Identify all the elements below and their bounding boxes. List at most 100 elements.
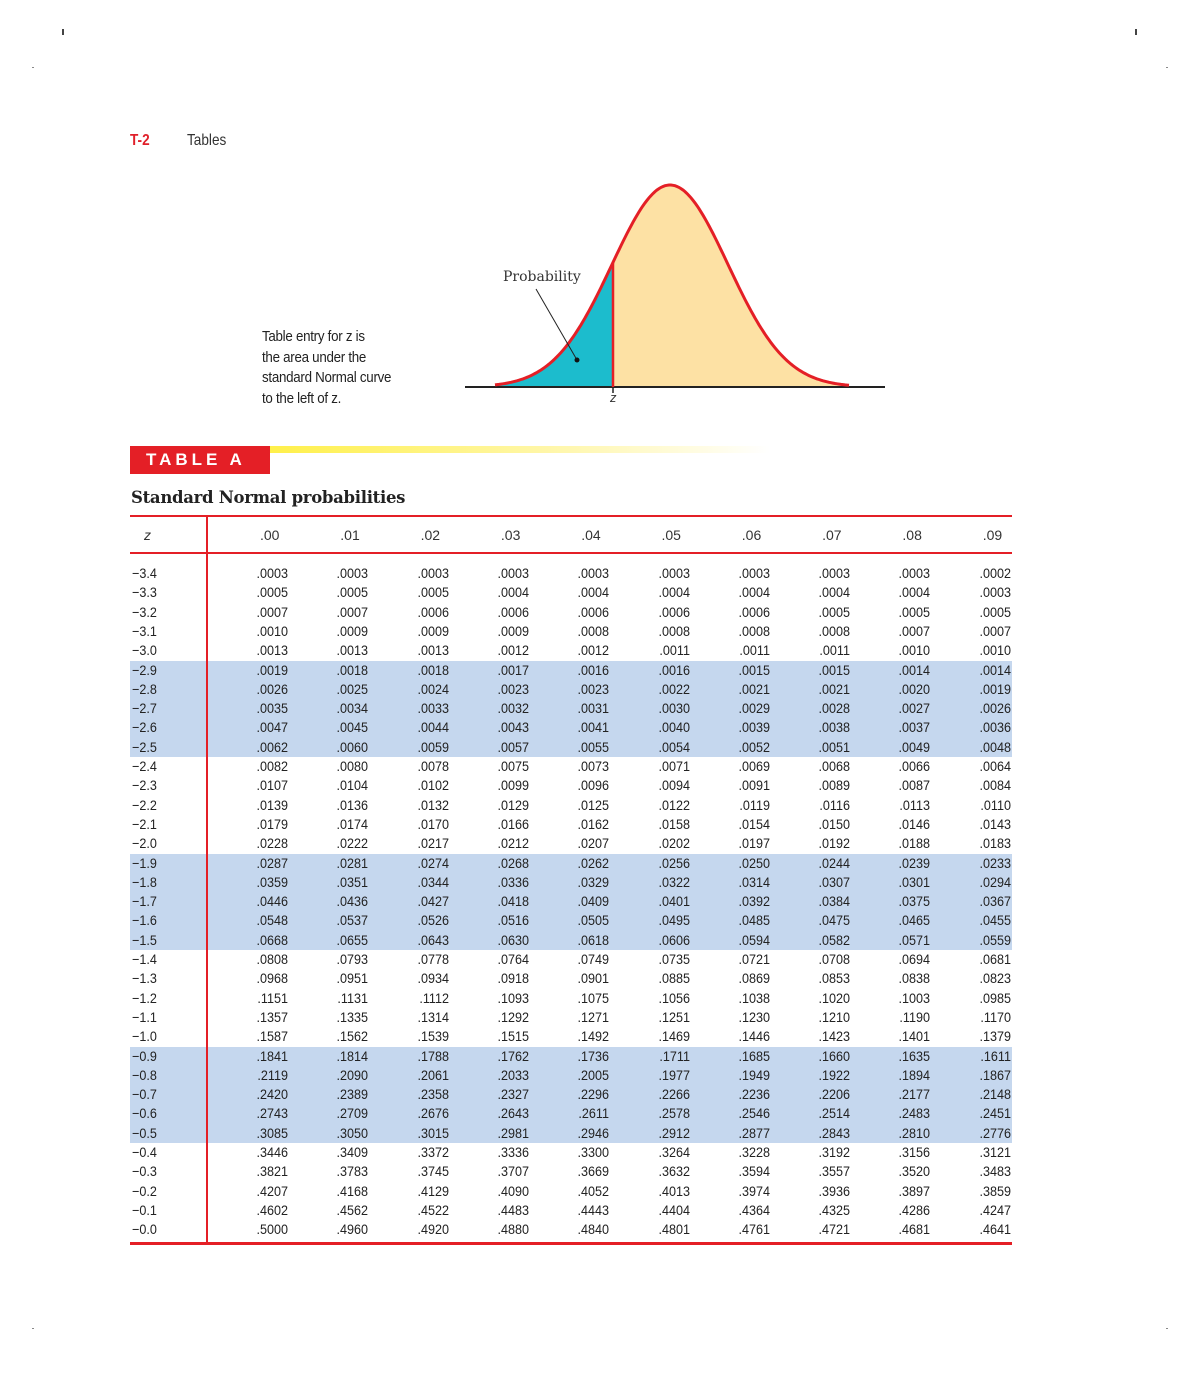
normal-curve-figure [465, 183, 885, 393]
probability-cell: .0052 [738, 738, 770, 755]
probability-cell: .2005 [577, 1066, 610, 1083]
probability-cell: .3936 [818, 1182, 851, 1199]
probability-cell: .0409 [577, 893, 610, 910]
probability-cell: .0485 [738, 912, 770, 929]
probability-cell: .4960 [336, 1221, 369, 1238]
probability-cell: .0043 [497, 719, 529, 736]
probability-cell: .0075 [497, 758, 529, 774]
probability-cell: .0694 [898, 951, 931, 967]
probability-cell: .0004 [577, 584, 610, 601]
z-value: −0.5 [132, 1124, 157, 1141]
table-row: −1.0 .1587 .1562 .1539 .1515 .1492 .1469 .1446.… [130, 1027, 1012, 1046]
probability-cell: .0793 [336, 951, 369, 967]
probability-cell: .3520 [898, 1163, 931, 1180]
probability-cell: .0104 [336, 777, 369, 794]
z-value: −0.3 [132, 1163, 157, 1180]
probability-cell: .1711 [658, 1047, 690, 1064]
probability-cell: .1446 [738, 1028, 770, 1045]
z-value: −1.9 [132, 854, 157, 871]
probability-cell: .0031 [577, 700, 610, 717]
table-row: −3.0 .0013 .0013 .0013 .0012 .0012 .0011 .0011.… [130, 641, 1012, 660]
table-row: −3.3 .0005 .0005 .0005 .0004 .0004 .0004 .0004.… [130, 583, 1012, 602]
probability-cell: .0188 [898, 835, 931, 852]
probability-cell: .4602 [256, 1201, 288, 1218]
caption-line: standard Normal curve [262, 370, 392, 386]
probability-cell: .0968 [256, 970, 288, 987]
caption-line: the area under the [262, 349, 367, 366]
probability-cell: .0026 [979, 700, 1011, 717]
probability-cell: .0059 [417, 738, 449, 755]
probability-cell: .4013 [657, 1182, 690, 1199]
corner-mark [1166, 67, 1168, 68]
probability-cell: .1423 [818, 1028, 851, 1045]
probability-cell: .0012 [497, 642, 529, 659]
column-header: .02 [420, 527, 441, 543]
probability-cell: .0015 [818, 661, 851, 678]
probability-cell: .0202 [657, 835, 690, 852]
probability-cell: .0183 [979, 835, 1011, 852]
probability-cell: .0384 [818, 893, 851, 910]
table-row: −0.1 .4602 .4562 .4522 .4483 .4443 .4404 .4364.… [130, 1201, 1012, 1220]
probability-cell: .0143 [979, 815, 1011, 832]
table-row: −2.3 .0107 .0104 .0102 .0099 .0096 .0094 .0091.… [130, 776, 1012, 795]
probability-cell: .1788 [417, 1047, 449, 1064]
probability-cell: .0020 [898, 680, 931, 697]
probability-cell: .2946 [577, 1124, 610, 1141]
probability-cell: .0446 [256, 893, 288, 910]
probability-cell: .0013 [417, 642, 449, 659]
z-value: −2.8 [132, 680, 157, 697]
probability-cell: .0006 [417, 603, 449, 620]
probability-cell: .3409 [336, 1144, 369, 1160]
probability-cell: .0066 [898, 758, 931, 774]
probability-cell: .0003 [738, 565, 770, 581]
table-row: −2.1 .0179 .0174 .0170 .0166 .0162 .0158 .0154.… [130, 815, 1012, 834]
table-row: −1.8 .0359 .0351 .0344 .0336 .0329 .0322 .0314.… [130, 872, 1012, 893]
probability-cell: .0113 [899, 796, 931, 813]
z-value: −2.6 [132, 719, 157, 736]
probability-cell: .3156 [898, 1144, 931, 1160]
probability-cell: .2676 [417, 1105, 449, 1122]
probability-cell: .3859 [979, 1182, 1011, 1199]
probability-cell: .2451 [979, 1105, 1011, 1122]
probability-cell: .0057 [497, 738, 529, 755]
probability-cell: .0808 [256, 951, 288, 967]
probability-cell: .4247 [979, 1201, 1011, 1218]
probability-cell: .2389 [336, 1086, 369, 1103]
probability-cell: .0594 [738, 931, 770, 948]
probability-cell: .0281 [336, 854, 369, 871]
probability-cell: .4207 [256, 1182, 288, 1199]
probability-cell: .0207 [577, 835, 610, 852]
probability-cell: .0010 [898, 642, 931, 659]
table-row: −2.9 .0019 .0018 .0018 .0017 .0016 .0016 .0015.… [130, 660, 1012, 680]
probability-cell: .1314 [417, 1008, 449, 1025]
z-value: −1.3 [132, 970, 157, 987]
probability-cell: .3483 [979, 1163, 1011, 1180]
probability-cell: .2546 [738, 1105, 770, 1122]
probability-cell: .0158 [657, 815, 690, 832]
probability-cell: .0838 [898, 970, 931, 987]
probability-cell: .1357 [256, 1008, 288, 1025]
probability-cell: .2709 [336, 1105, 369, 1122]
probability-cell: .3372 [417, 1144, 449, 1160]
z-value: −3.0 [132, 642, 157, 659]
probability-cell: .2266 [657, 1086, 690, 1103]
right-area [613, 185, 850, 387]
probability-cell: .0080 [336, 758, 369, 774]
probability-cell: .1660 [818, 1047, 851, 1064]
probability-cell: .0329 [577, 873, 610, 890]
probability-cell: .4443 [577, 1201, 610, 1218]
pointer-dot [574, 357, 580, 363]
probability-cell: .0003 [497, 565, 529, 581]
probability-cell: .0003 [577, 565, 610, 581]
corner-mark [1135, 29, 1137, 35]
probability-cell: .0934 [417, 970, 449, 987]
probability-cell: .0073 [577, 758, 610, 774]
probability-cell: .0154 [738, 815, 770, 832]
probability-cell: .0630 [497, 931, 529, 948]
probability-cell: .0885 [657, 970, 690, 987]
probability-cell: .0022 [657, 680, 690, 697]
z-value: −2.1 [132, 815, 157, 832]
probability-cell: .0027 [898, 700, 931, 717]
probability-cell: .3821 [256, 1163, 288, 1180]
probability-cell: .0034 [336, 700, 369, 717]
